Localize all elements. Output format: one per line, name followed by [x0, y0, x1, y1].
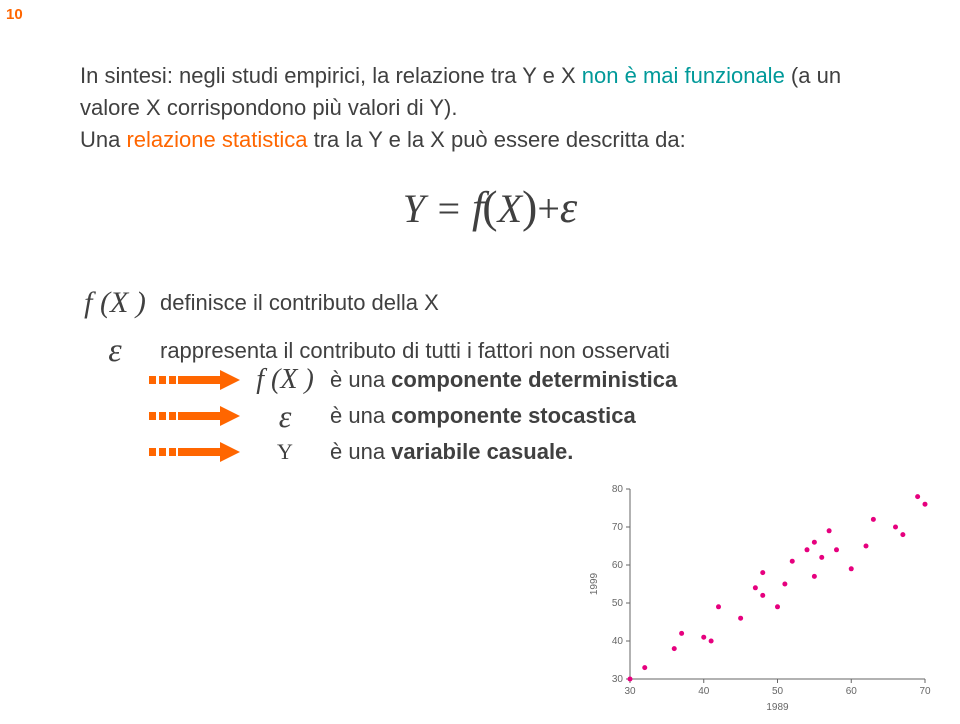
svg-text:40: 40: [612, 636, 624, 647]
arrow2-text: è una componente stocastica: [330, 403, 636, 429]
arrow3-a: è una: [330, 439, 391, 464]
arrow1-b: componente deterministica: [391, 367, 677, 392]
intro-text: In sintesi: negli studi empirici, la rel…: [80, 60, 900, 250]
intro-line-2: Una relazione statistica tra la Y e la X…: [80, 124, 900, 156]
eq-close: ): [522, 181, 537, 232]
svg-text:30: 30: [624, 686, 636, 697]
intro-2b: relazione statistica: [126, 127, 307, 152]
page-number: 10: [6, 6, 23, 23]
scatter-svg: 30 40 50 60 70 80 30 40 50 60 70 1989 1999: [585, 479, 935, 714]
svg-text:1989: 1989: [766, 702, 789, 713]
def-fx-symbol: f (X ): [70, 280, 160, 325]
arrow1-symbol: f (X ): [245, 364, 325, 396]
intro-2a: Una: [80, 127, 126, 152]
svg-text:40: 40: [698, 686, 710, 697]
eq-eq: =: [425, 186, 472, 231]
arrow3-text: è una variabile casuale.: [330, 439, 573, 465]
eq-plus: +: [537, 186, 560, 231]
arrow2-a: è una: [330, 403, 391, 428]
intro-2c: tra la Y e la X può essere descritta da:: [307, 127, 685, 152]
arrow-row-2: ε è una componente stocastica: [145, 398, 677, 434]
eq-X: X: [498, 186, 522, 231]
scatter-chart: 30 40 50 60 70 80 30 40 50 60 70 1989 1999: [585, 479, 935, 714]
svg-text:80: 80: [612, 484, 624, 495]
svg-text:70: 70: [919, 686, 931, 697]
intro-1b: non è mai funzionale: [582, 63, 785, 88]
svg-text:70: 70: [612, 522, 624, 533]
arrows-block: f (X ) è una componente deterministica ε…: [145, 362, 677, 470]
svg-text:60: 60: [612, 560, 624, 571]
arrow-row-1: f (X ) è una componente deterministica: [145, 362, 677, 398]
svg-text:1999: 1999: [589, 572, 600, 595]
arrow3-symbol: Y: [245, 439, 325, 465]
arrow1-a: è una: [330, 367, 391, 392]
intro-1a: In sintesi: negli studi empirici, la rel…: [80, 63, 582, 88]
arrow2-b: componente stocastica: [391, 403, 636, 428]
def-fx-text: definisce il contributo della X: [160, 286, 439, 319]
arrow3-b: variabile casuale.: [391, 439, 573, 464]
arrow-icon: [145, 405, 240, 427]
intro-line-1: In sintesi: negli studi empirici, la rel…: [80, 60, 900, 124]
def-row-fx: f (X ) definisce il contributo della X: [70, 280, 900, 325]
main-equation: Y = f(X)+ε: [80, 174, 900, 241]
eq-eps: ε: [560, 183, 577, 232]
arrow1-text: è una componente deterministica: [330, 367, 677, 393]
eq-open: (: [482, 181, 497, 232]
arrow2-symbol: ε: [245, 398, 325, 435]
svg-text:30: 30: [612, 674, 624, 685]
svg-text:50: 50: [612, 598, 624, 609]
arrow-icon: [145, 441, 240, 463]
arrow-row-3: Y è una variabile casuale.: [145, 434, 677, 470]
svg-text:50: 50: [772, 686, 784, 697]
arrow-icon: [145, 369, 240, 391]
svg-text:60: 60: [846, 686, 858, 697]
eq-Y: Y: [403, 186, 425, 231]
